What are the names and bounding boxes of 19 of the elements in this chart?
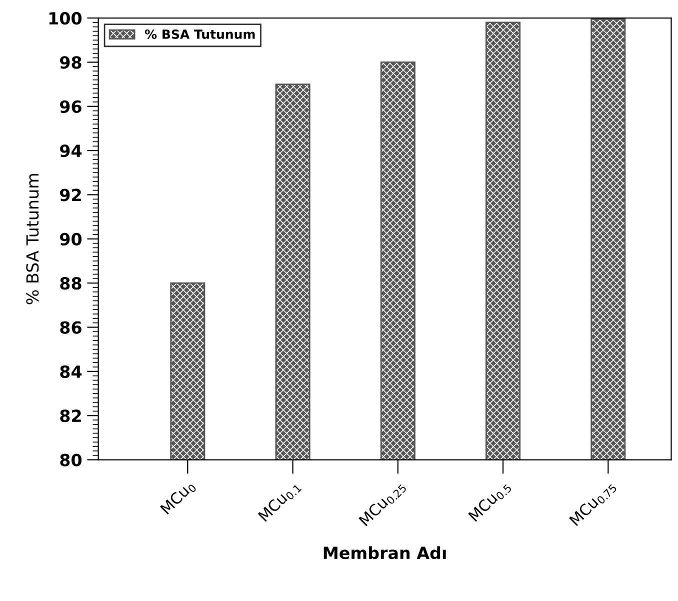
y-tick-label: 90 bbox=[60, 232, 82, 246]
y-tick-label: 84 bbox=[60, 365, 82, 378]
y-tick-label: 94 bbox=[60, 144, 82, 158]
y-tick-label: 82 bbox=[60, 410, 81, 422]
x-tick-label: MCu$_{0}$ bbox=[160, 479, 197, 516]
y-tick-label: 98 bbox=[60, 56, 82, 69]
y-tick-label: 96 bbox=[60, 100, 82, 113]
x-axis-title: Membran Adı bbox=[324, 546, 446, 560]
y-tick-label: 80 bbox=[60, 454, 82, 466]
x-tick-label: MCu$_{0.5}$ bbox=[468, 480, 512, 524]
y-tick-label: 92 bbox=[60, 188, 81, 202]
y-axis-title: % BSA Tutunum bbox=[26, 174, 39, 304]
x-tick-label: MCu$_{0.75}$ bbox=[568, 480, 618, 528]
legend-label: % BSA Tutunum bbox=[144, 30, 255, 39]
y-tick-label: 100 bbox=[49, 12, 82, 25]
y-tick-label: 86 bbox=[60, 321, 82, 334]
y-tick-label: 88 bbox=[60, 277, 82, 290]
x-tick-label: MCu$_{0.1}$ bbox=[258, 480, 302, 524]
x-tick-label: MCu$_{0.25}$ bbox=[358, 480, 407, 528]
